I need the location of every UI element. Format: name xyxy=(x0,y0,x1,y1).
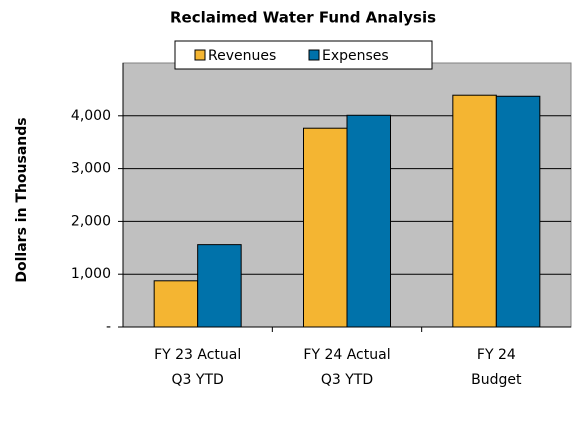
bar xyxy=(495,95,541,328)
bar xyxy=(153,280,199,328)
y-tick-label: 4,000 xyxy=(71,108,111,124)
legend-label: Expenses xyxy=(322,48,389,64)
x-tick-label: Q3 YTD xyxy=(172,372,224,388)
bar xyxy=(197,244,242,328)
bar xyxy=(452,94,497,328)
y-tick-label: 2,000 xyxy=(71,213,111,229)
bar xyxy=(346,114,391,328)
chart-title: Reclaimed Water Fund Analysis xyxy=(170,9,436,27)
y-tick-label: - xyxy=(106,319,111,335)
bar xyxy=(303,127,348,328)
x-tick-label: FY 24 Actual xyxy=(303,347,390,363)
x-tick-label: FY 24 xyxy=(477,347,516,363)
legend-swatch xyxy=(194,49,206,61)
legend-swatch xyxy=(308,49,320,61)
y-tick-label: 1,000 xyxy=(71,266,111,282)
x-tick-label: Q3 YTD xyxy=(321,372,373,388)
x-tick-label: FY 23 Actual xyxy=(154,347,241,363)
y-tick-label: 3,000 xyxy=(71,161,111,177)
legend-label: Revenues xyxy=(208,48,276,64)
y-axis-label: Dollars in Thousands xyxy=(14,117,30,282)
legend-box xyxy=(174,40,433,70)
x-tick-label: Budget xyxy=(471,372,522,388)
